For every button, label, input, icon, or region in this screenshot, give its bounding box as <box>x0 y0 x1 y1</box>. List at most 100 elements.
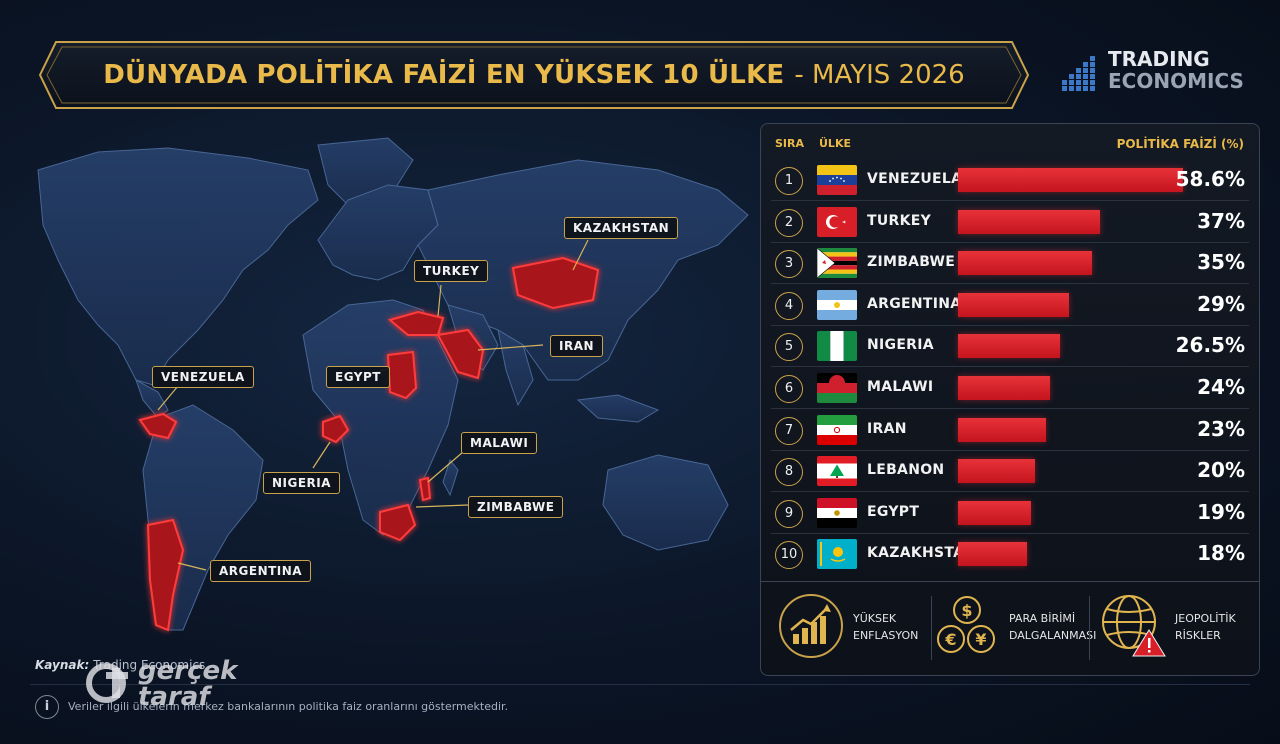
map-label-turkey: TURKEY <box>414 260 489 282</box>
flag-argentina-icon <box>817 289 857 320</box>
rate-value: 23% <box>1197 416 1245 441</box>
flag-kazakhstan-icon <box>817 539 857 570</box>
country-name: NIGERIA <box>867 337 934 354</box>
country-name: MALAWI <box>867 379 934 395</box>
flag-egypt-icon <box>817 497 857 528</box>
row-separator <box>771 449 1249 451</box>
factor-3-line-1: JEOPOLİTİK <box>1175 612 1236 625</box>
rate-value: 24% <box>1197 375 1245 399</box>
svg-text:€: € <box>944 630 956 649</box>
country-name: TURKEY <box>867 212 932 229</box>
rank-badge: 7 <box>775 416 803 445</box>
header-country: ÜLKE <box>819 137 851 150</box>
rank-badge: 9 <box>775 499 803 528</box>
country-name: VENEZUELA <box>867 171 963 187</box>
world-map-graphic <box>37 137 749 632</box>
row-separator <box>771 200 1249 201</box>
source-label: Kaynak: <box>35 658 90 672</box>
ranking-row-argentina: 4 ARGENTINA 29% <box>771 286 1249 326</box>
logo-line-2: ECONOMICS <box>1108 69 1244 93</box>
rate-bar-venezuela <box>958 168 1183 192</box>
factor-inflation: YÜKSEK ENFLASYON <box>777 592 927 664</box>
rate-value: 20% <box>1197 458 1245 483</box>
map-label-iran: IRAN <box>550 335 604 357</box>
title-date: - MAYIS 2026 <box>794 60 965 90</box>
map-egypt <box>386 350 418 400</box>
map-label-argentina: ARGENTINA <box>210 560 312 582</box>
flag-lebanon-icon <box>817 456 857 487</box>
country-name: ARGENTINA <box>867 295 962 312</box>
map-nigeria <box>322 414 350 444</box>
map-iran <box>436 328 485 380</box>
country-name: EGYPT <box>867 503 920 520</box>
country-name: KAZAKHSTAN <box>867 545 977 562</box>
factor-divider <box>931 596 932 660</box>
svg-text:$: $ <box>961 601 972 620</box>
map-venezuela <box>138 412 178 440</box>
row-separator <box>771 491 1249 493</box>
factor-2-line-2: DALGALANMASI <box>1009 629 1097 642</box>
ranking-row-iran: 7 IRAN 23% <box>771 411 1249 451</box>
rank-badge: 1 <box>775 167 803 195</box>
factor-geopolitical: JEOPOLİTİK RİSKLER <box>1099 592 1249 664</box>
ranking-row-malawi: 6 MALAWI 24% <box>771 369 1249 409</box>
factor-2-line-1: PARA BİRİMİ <box>1009 612 1076 625</box>
rate-bar-argentina <box>958 292 1069 317</box>
rank-badge: 8 <box>775 458 803 487</box>
map-label-venezuela: VENEZUELA <box>152 366 254 388</box>
rate-value: 58.6% <box>1175 167 1245 191</box>
source-line: Kaynak: Trading Economics <box>35 658 205 672</box>
flag-iran-icon <box>817 414 857 445</box>
page-title: DÜNYADA POLİTİKA FAİZİ EN YÜKSEK 10 ÜLKE <box>103 60 785 90</box>
country-name: ZIMBABWE <box>867 254 956 271</box>
header-rate: POLİTİKA FAİZİ (%) <box>1116 137 1244 151</box>
ranking-row-nigeria: 5 NIGERIA 26.5% <box>771 327 1249 368</box>
row-separator <box>771 241 1249 243</box>
rank-badge: 2 <box>775 208 803 237</box>
ranking-panel: SIRA ÜLKE POLİTİKA FAİZİ (%) 1 VENEZUELA 5… <box>760 123 1260 676</box>
rising-chart-icon <box>779 594 843 658</box>
ranking-row-lebanon: 8 LEBANON 20% <box>771 452 1249 493</box>
rank-badge: 6 <box>775 375 803 403</box>
banner-frame <box>38 41 1030 109</box>
row-separator <box>771 532 1249 534</box>
map-label-zimbabwe: ZIMBABWE <box>468 496 564 518</box>
rate-value: 35% <box>1197 250 1245 275</box>
row-separator <box>771 366 1249 368</box>
map-malawi <box>418 476 432 502</box>
map-turkey <box>387 310 445 336</box>
footnote: Veriler ilgili ülkelerin merkez bankalar… <box>68 700 509 713</box>
ranking-row-kazakhstan: 10 KAZAKHSTAN 18% <box>771 535 1249 575</box>
world-map: VENEZUELA NIGERIA ARGENTINA EGYPT TURKEY… <box>18 130 758 650</box>
ranking-row-zimbabwe: 3 ZIMBABWE 35% <box>771 244 1249 285</box>
rate-bar-nigeria <box>958 334 1060 359</box>
logo-line-1: TRADING <box>1108 47 1210 71</box>
footer-divider <box>30 684 1250 685</box>
flag-turkey-icon <box>817 206 857 237</box>
map-label-kazakhstan: KAZAKHSTAN <box>564 217 679 239</box>
watermark-text: gerçek taraf <box>138 656 238 712</box>
flag-malawi-icon <box>817 373 857 403</box>
map-label-nigeria: NIGERIA <box>263 472 341 494</box>
rank-badge: 5 <box>775 333 803 362</box>
map-kazakhstan <box>511 256 600 310</box>
ranking-row-turkey: 2 TURKEY 37% <box>771 203 1249 243</box>
ranking-row-venezuela: 1 VENEZUELA 58.6% <box>771 161 1249 201</box>
watermark-logo-icon <box>86 663 128 703</box>
flag-nigeria-icon <box>817 331 857 362</box>
title-banner: DÜNYADA POLİTİKA FAİZİ EN YÜKSEK 10 ÜLKE… <box>38 40 1030 110</box>
info-icon: i <box>35 695 59 719</box>
factor-currency: $ € ¥ PARA BİRİMİ DALGALANMASI <box>933 592 1096 664</box>
map-label-egypt: EGYPT <box>326 366 390 388</box>
rate-bar-kazakhstan <box>958 542 1027 567</box>
row-separator <box>771 283 1249 285</box>
logo-bars-icon <box>1062 56 1095 91</box>
rate-value: 37% <box>1197 208 1245 233</box>
currency-icon: $ € ¥ <box>937 596 995 653</box>
rank-badge: 3 <box>775 250 803 279</box>
factor-divider <box>1089 596 1090 660</box>
rate-bar-malawi <box>958 376 1050 400</box>
globe-warning-icon <box>1102 595 1166 657</box>
rank-badge: 4 <box>775 291 803 320</box>
source-value: Trading Economics <box>93 658 206 672</box>
